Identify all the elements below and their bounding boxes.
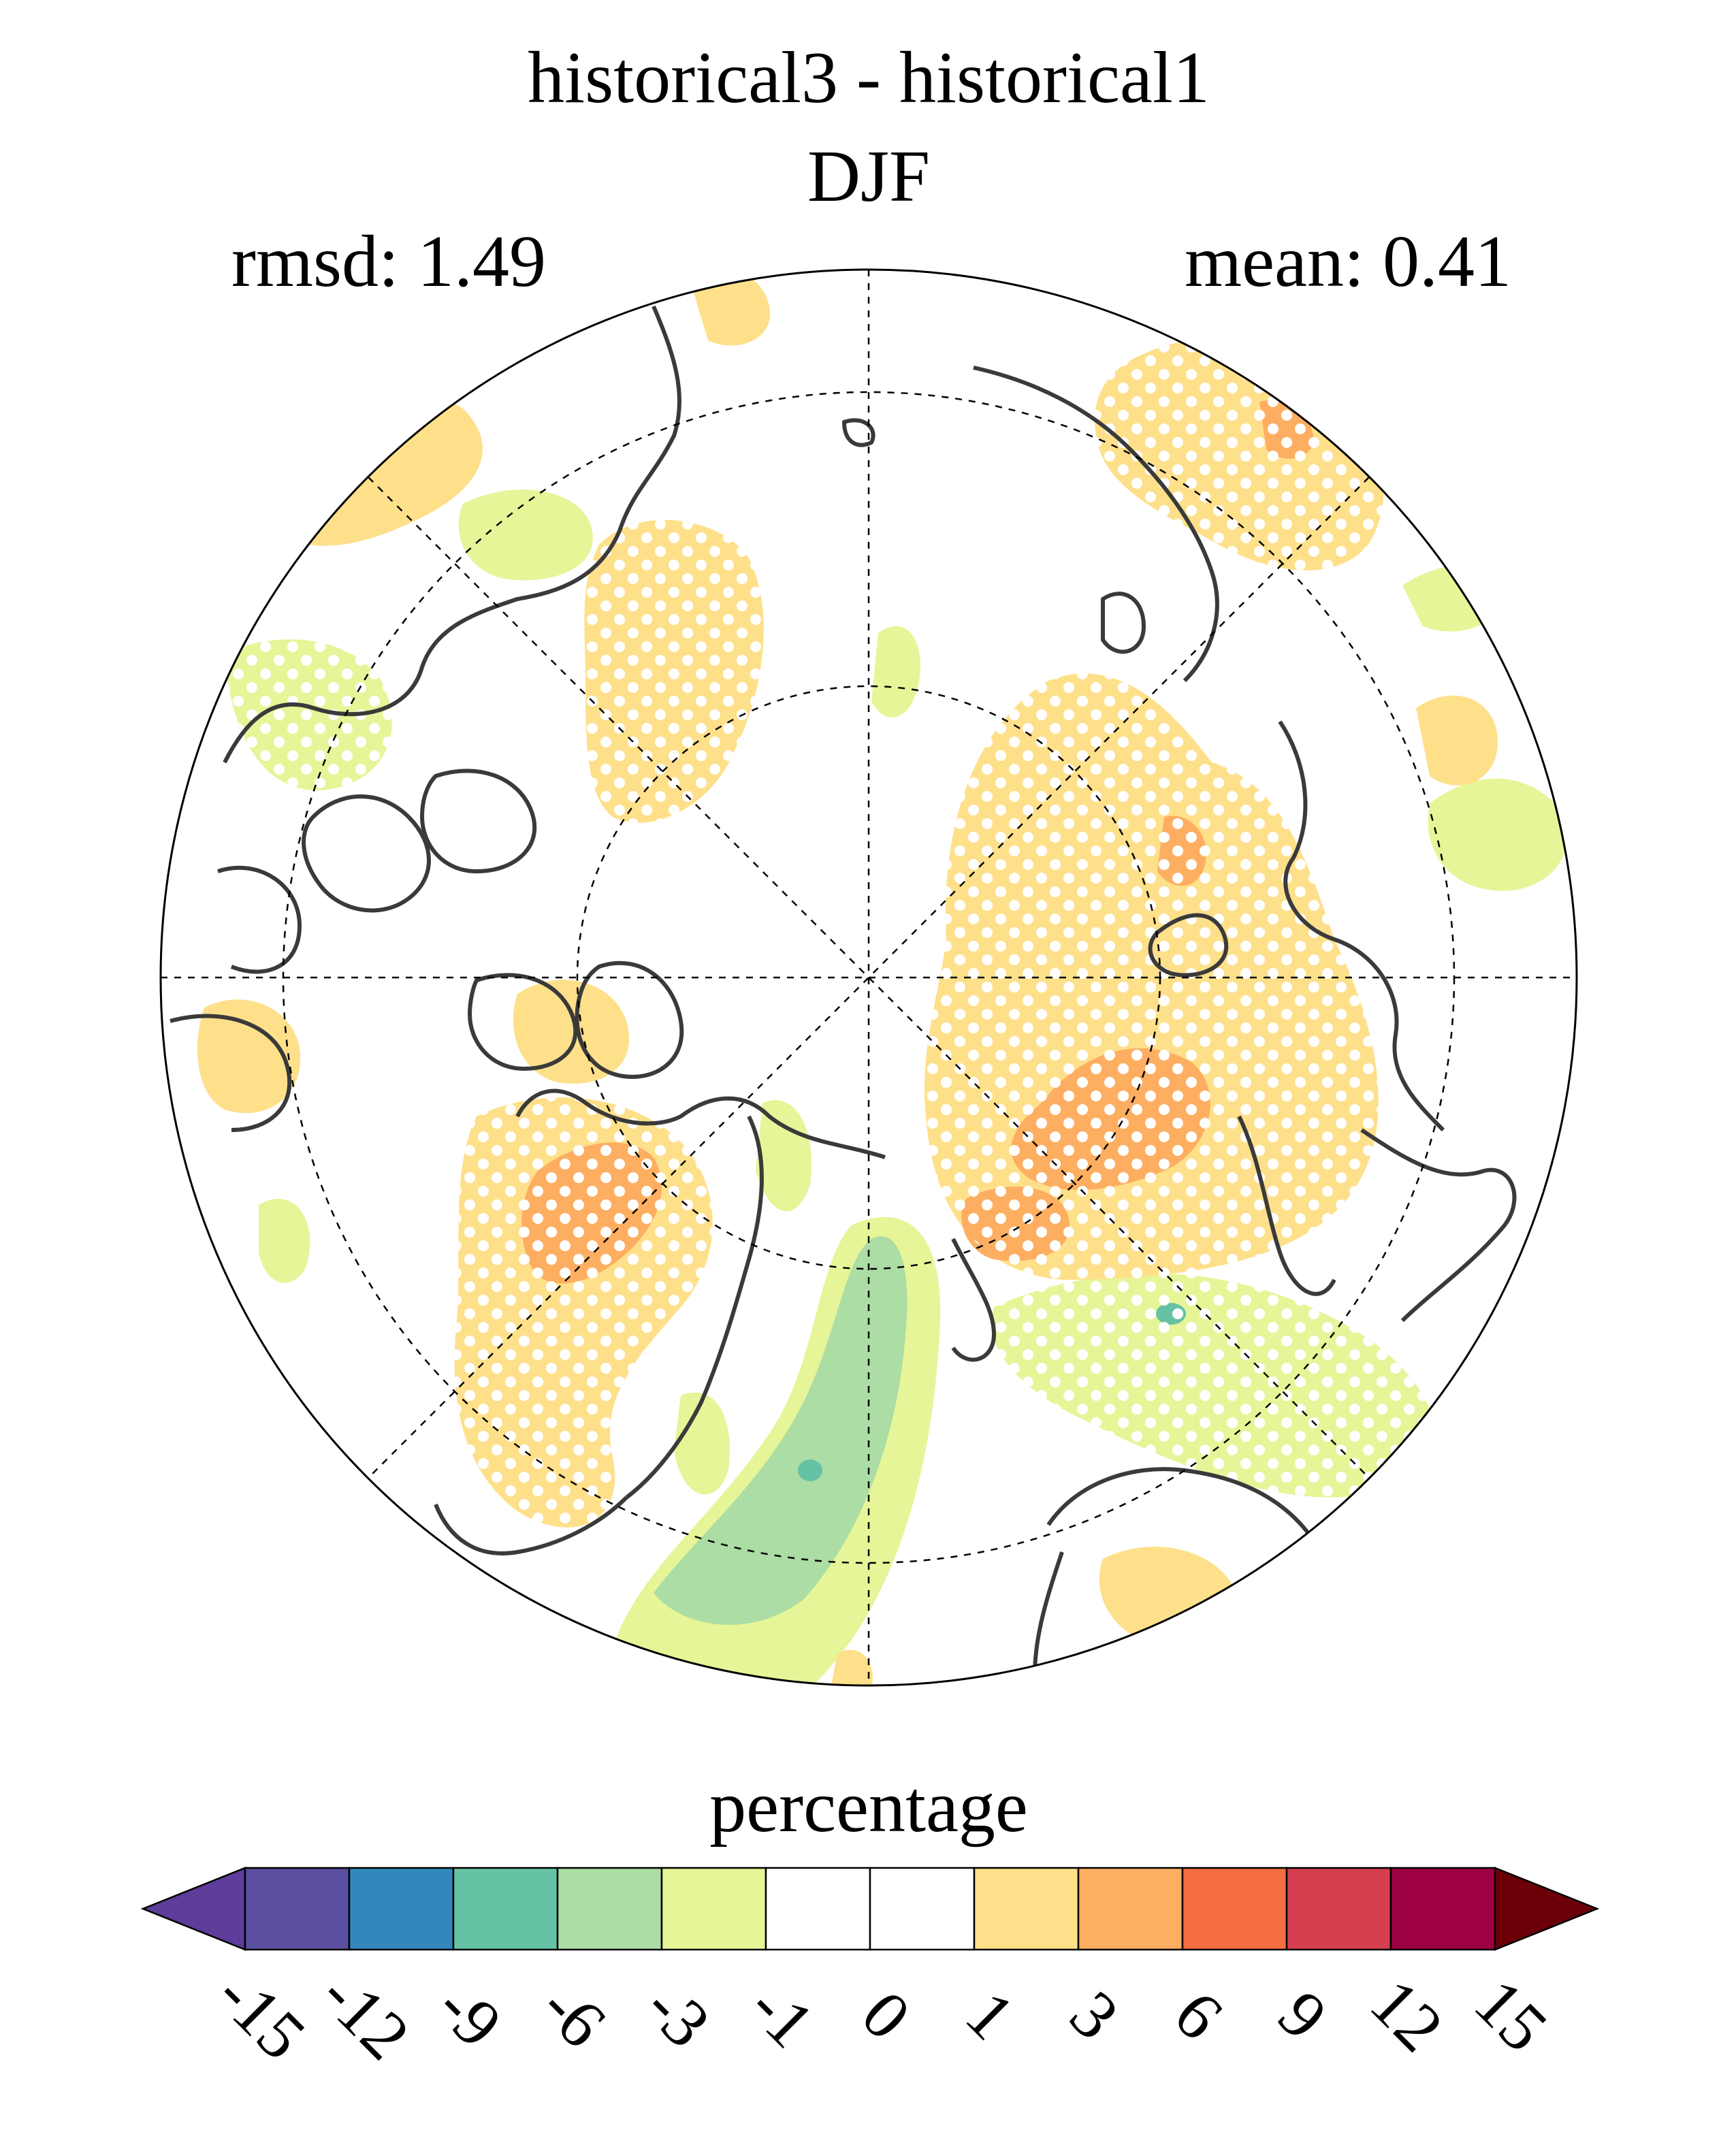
colorbar-tick-label: -12	[306, 1956, 424, 2074]
colorbar-box	[660, 1867, 767, 1951]
season-label: DJF	[807, 136, 930, 217]
coastlines	[170, 305, 1517, 1675]
colorbar-tick-label: 3	[1056, 1976, 1134, 2054]
colorbar-tick-label: 9	[1264, 1976, 1342, 2054]
colorbar-box	[1077, 1867, 1184, 1951]
colorbar-box	[348, 1867, 455, 1951]
colorbar-tick-label: -3	[631, 1969, 724, 2062]
colorbar-tick-label: -1	[735, 1969, 829, 2062]
colorbar-tick-label: 1	[952, 1976, 1029, 2054]
colorbar-box	[869, 1867, 976, 1951]
colorbar-box	[452, 1867, 559, 1951]
rmsd-label: rmsd: 1.49	[231, 221, 546, 302]
green-anomaly-regions	[654, 1236, 907, 1626]
colorbar-tick-label: 6	[1160, 1976, 1238, 2054]
colorbar-box	[556, 1867, 663, 1951]
colorbar-tick-labels: -15-12-9 -6 -3 -1 0 1 3 6 9 12 15	[202, 1956, 1562, 2074]
colorbar-tick-label: -6	[527, 1969, 620, 2062]
mean-label: mean: 0.41	[1185, 221, 1511, 302]
graticule	[161, 270, 1577, 1685]
colorbar-title: percentage	[709, 1766, 1028, 1847]
map-boundary	[159, 268, 1578, 1687]
colorbar-tick-label: 12	[1356, 1965, 1458, 2066]
colorbar-box	[765, 1867, 871, 1951]
colorbar-box	[973, 1867, 1080, 1951]
colorbar-box	[1181, 1867, 1288, 1951]
significance-stippling	[225, 340, 1435, 1528]
colorbar-tick-label: -9	[423, 1969, 516, 2062]
colorbar-tick-label: 15	[1460, 1965, 1562, 2066]
colorbar-box	[1389, 1867, 1496, 1951]
colorbar-box	[244, 1867, 351, 1951]
colorbar-extend-low	[140, 1867, 246, 1951]
colorbar-tick-label: -15	[202, 1956, 320, 2074]
colorbar-extend-high	[1494, 1867, 1600, 1951]
colorbar	[140, 1867, 1600, 1951]
colorbar-tick-label: 0	[848, 1976, 925, 2054]
map-title: historical3 - historical1	[528, 37, 1210, 118]
colorbar-box	[1285, 1867, 1392, 1951]
